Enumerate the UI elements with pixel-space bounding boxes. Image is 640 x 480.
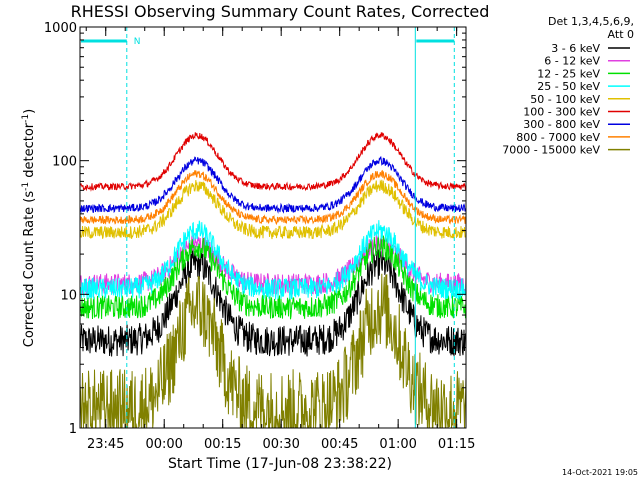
- chart-title: RHESSI Observing Summary Count Rates, Co…: [71, 2, 490, 21]
- legend-label: 25 - 50 keV: [537, 80, 600, 93]
- series-line-4: [79, 220, 467, 301]
- series-layer: [79, 132, 467, 430]
- night-markers: N: [79, 27, 455, 428]
- x-tick-label: 01:15: [438, 437, 475, 452]
- plot-frame: [79, 26, 467, 429]
- legend-label: 300 - 800 keV: [523, 118, 600, 131]
- y-tick-label: 1: [69, 422, 77, 437]
- series-line-6: [79, 132, 467, 192]
- y-tick-label: 10: [60, 288, 77, 303]
- x-axis: 23:45 00:00 00:15 00:30 00:45 01:00 01:15: [85, 27, 475, 452]
- series-line-1: [79, 247, 467, 357]
- y-axis-label: Corrected Count Rate (s-1 detector-1): [21, 109, 37, 347]
- legend-label: 800 - 7000 keV: [516, 131, 600, 144]
- footer-date: 14-Oct-2021 19:05: [562, 468, 638, 477]
- legend-label: 6 - 12 keV: [544, 55, 600, 68]
- x-tick-label: 01:00: [379, 437, 416, 452]
- x-axis-label: Start Time (17-Jun-08 23:38:22): [168, 456, 392, 472]
- legend-header: Att 0: [608, 28, 634, 41]
- x-tick-label: 00:30: [262, 437, 299, 452]
- legend-label: 50 - 100 keV: [530, 93, 600, 106]
- y-axis: 1 10 100 1000: [44, 21, 466, 437]
- legend-label: 7000 - 15000 keV: [502, 144, 600, 157]
- series-line-8: [79, 169, 467, 226]
- x-tick-label: 00:45: [321, 437, 358, 452]
- series-line-5: [79, 179, 466, 240]
- x-tick-label: 23:45: [87, 437, 124, 452]
- legend-label: 12 - 25 keV: [537, 67, 600, 80]
- y-tick-label: 100: [52, 155, 77, 170]
- night-marker-label: N: [134, 37, 141, 47]
- y-tick-label: 1000: [44, 21, 77, 36]
- x-tick-label: 00:00: [145, 437, 182, 452]
- series-line-7: [79, 155, 467, 214]
- legend-label: 100 - 300 keV: [523, 106, 600, 119]
- legend-header: Det 1,3,4,5,6,9,: [548, 15, 634, 28]
- legend-label: 3 - 6 keV: [551, 42, 600, 55]
- series-line-3: [79, 235, 467, 320]
- x-tick-label: 00:15: [204, 437, 241, 452]
